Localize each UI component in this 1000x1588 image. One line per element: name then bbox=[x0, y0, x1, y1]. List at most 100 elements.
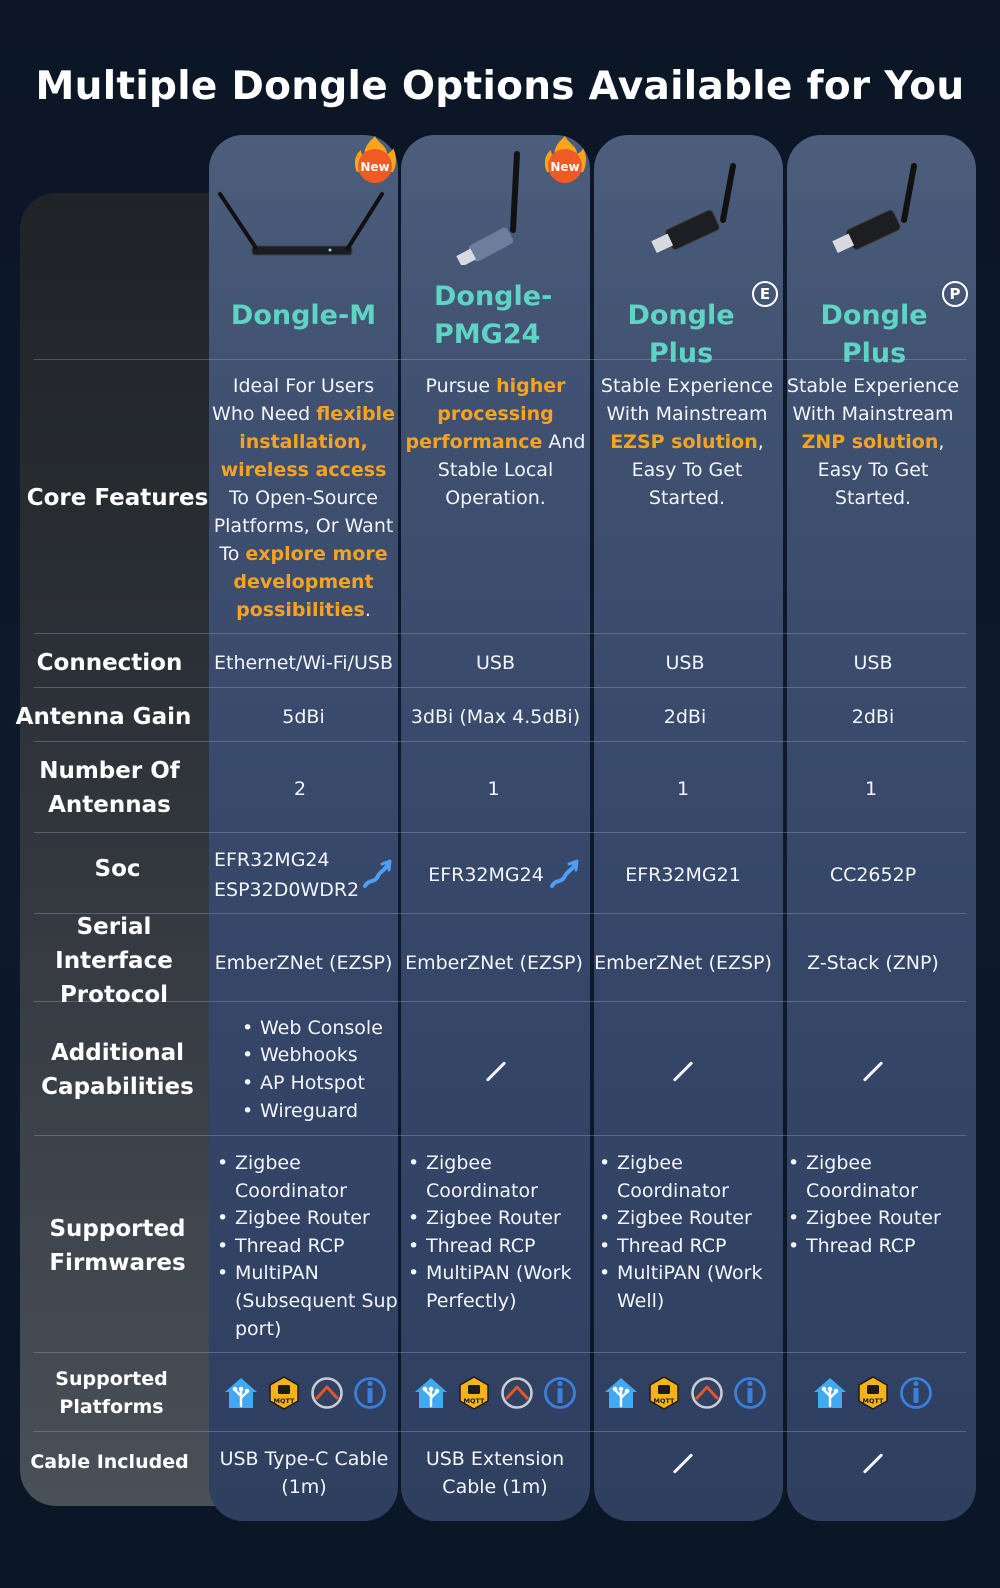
feature-text: Stable Experience With Mainstream bbox=[600, 375, 774, 425]
page-title: Multiple Dongle Options Available for Yo… bbox=[35, 64, 965, 109]
row-label-panel bbox=[20, 193, 220, 1506]
serial-protocol-cell: EmberZNet (EZSP) bbox=[214, 952, 393, 974]
list-item: MultiPAN (Work Perfectly) bbox=[406, 1260, 586, 1315]
soc-cell: CC2652P bbox=[829, 864, 917, 886]
firmwares-cell: Zigbee CoordinatorZigbee RouterThread RC… bbox=[406, 1150, 586, 1345]
not-applicable-cell bbox=[594, 1440, 772, 1486]
list-item: MultiPAN (Subsequent Sup port) bbox=[215, 1260, 398, 1343]
home-assistant-icon bbox=[813, 1376, 847, 1410]
list-item: Wireguard bbox=[240, 1098, 383, 1126]
platforms-cell: MQTT bbox=[402, 1372, 588, 1414]
antenna-gain-cell: 2dBi bbox=[663, 706, 707, 728]
fire-icon: New bbox=[544, 136, 586, 183]
connection-cell: USB bbox=[853, 652, 893, 674]
list-item: Zigbee Coordinator bbox=[786, 1150, 958, 1205]
list-item: Zigbee Router bbox=[215, 1205, 398, 1233]
platforms-cell: MQTT bbox=[787, 1372, 959, 1414]
highlight-text: explore more development possibilities bbox=[233, 543, 388, 621]
feature-text: And Stable Local Operation. bbox=[437, 431, 586, 509]
divider bbox=[34, 1431, 966, 1432]
divider bbox=[34, 633, 966, 634]
dongle-m-product-image bbox=[218, 192, 384, 256]
list-item: AP Hotspot bbox=[240, 1070, 383, 1098]
svg-text:MQTT: MQTT bbox=[653, 1397, 675, 1405]
platforms-cell: MQTT bbox=[594, 1372, 776, 1414]
list-item: Zigbee Router bbox=[597, 1205, 773, 1233]
openhab-icon bbox=[690, 1376, 724, 1410]
iobroker-icon bbox=[733, 1376, 767, 1410]
product-name-dongle-plus-e: Dongle Plus bbox=[627, 300, 735, 369]
firmwares-cell: Zigbee CoordinatorZigbee RouterThread RC… bbox=[597, 1150, 773, 1345]
connection-cell: USB bbox=[475, 652, 515, 674]
not-applicable-cell bbox=[401, 1048, 590, 1094]
serial-protocol-cell: Z-Stack (ZNP) bbox=[807, 952, 939, 974]
feature-text: , Easy To Get Started. bbox=[631, 431, 764, 509]
home-assistant-icon bbox=[604, 1376, 638, 1410]
divider bbox=[34, 1135, 966, 1136]
product-name-dongle-m: Dongle-M bbox=[230, 300, 377, 331]
list-item: Thread RCP bbox=[215, 1233, 398, 1261]
soc-chip-1: EFR32MG24 bbox=[214, 849, 330, 871]
row-label-supported-platforms: Supported Platforms bbox=[55, 1368, 168, 1418]
dongle-pmg24-product-image bbox=[456, 151, 520, 265]
highlight-text: EZSP solution bbox=[610, 431, 758, 453]
mqtt-icon: MQTT bbox=[267, 1376, 301, 1410]
core-features-cell: Pursue higher processing performance And… bbox=[403, 372, 588, 522]
product-name-dongle-pmg24: Dongle- PMG24 bbox=[434, 281, 553, 350]
highlight-text: ZNP solution bbox=[801, 431, 939, 453]
core-features-cell: Stable Experience With Mainstream ZNP so… bbox=[786, 372, 960, 522]
iobroker-icon bbox=[353, 1376, 387, 1410]
feature-text: Stable Experience With Mainstream bbox=[786, 375, 960, 425]
home-assistant-icon bbox=[414, 1376, 448, 1410]
antennas-cell: 1 bbox=[676, 778, 690, 800]
iobroker-icon bbox=[899, 1376, 933, 1410]
list-item: Zigbee Router bbox=[786, 1205, 958, 1233]
antenna-gain-cell: 5dBi bbox=[282, 706, 325, 728]
row-label-soc: Soc bbox=[94, 856, 141, 882]
divider bbox=[34, 687, 966, 688]
not-applicable-cell bbox=[787, 1440, 959, 1486]
list-item: Thread RCP bbox=[597, 1233, 773, 1261]
not-applicable-mark bbox=[862, 1060, 884, 1082]
row-label-additional-capabilities: Additional Capabilities bbox=[41, 1040, 194, 1100]
antenna-gain-cell: 3dBi (Max 4.5dBi) bbox=[410, 706, 581, 728]
list-item: Zigbee Coordinator bbox=[406, 1150, 586, 1205]
variant-e-badge: E bbox=[752, 281, 778, 307]
mqtt-icon: MQTT bbox=[647, 1376, 681, 1410]
soc-cell: EFR32MG24 bbox=[428, 864, 544, 886]
upgrade-arrow-icon bbox=[550, 859, 579, 888]
svg-text:MQTT: MQTT bbox=[862, 1397, 884, 1405]
antennas-cell: 2 bbox=[293, 778, 307, 800]
feature-text: Ideal For Users Who Need bbox=[212, 375, 375, 425]
dongle-plus-p-product-image bbox=[832, 163, 917, 254]
additional-capabilities-cell: Web ConsoleWebhooksAP HotspotWireguard bbox=[240, 1014, 396, 1126]
feature-text: Pursue bbox=[425, 375, 497, 397]
list-item: Webhooks bbox=[240, 1042, 383, 1070]
list-item: Zigbee Coordinator bbox=[215, 1150, 398, 1205]
list-item: Thread RCP bbox=[786, 1233, 958, 1261]
not-applicable-mark bbox=[862, 1452, 884, 1474]
divider bbox=[34, 1001, 966, 1002]
list-item: Zigbee Router bbox=[406, 1205, 586, 1233]
platforms-cell: MQTT bbox=[212, 1372, 398, 1414]
highlight-text: higher processing performance bbox=[405, 375, 566, 453]
row-label-number-of-antennas: Number Of Antennas bbox=[39, 758, 180, 818]
cable-cell: USB Type-C Cable (1m) bbox=[219, 1448, 389, 1498]
firmwares-cell: Zigbee CoordinatorZigbee RouterThread RC… bbox=[786, 1150, 958, 1345]
new-badge: New bbox=[543, 134, 587, 183]
list-item: MultiPAN (Work Well) bbox=[597, 1260, 773, 1315]
divider bbox=[34, 1352, 966, 1353]
svg-text:New: New bbox=[550, 160, 579, 174]
feature-text: . bbox=[364, 599, 371, 621]
row-label-core-features: Core Features bbox=[26, 485, 209, 511]
list-item: Thread RCP bbox=[406, 1233, 586, 1261]
highlight-text: flexible installation, wireless access bbox=[220, 403, 395, 481]
serial-protocol-cell: EmberZNet (EZSP) bbox=[594, 952, 772, 974]
fire-icon: New bbox=[354, 136, 396, 183]
svg-text:New: New bbox=[360, 160, 389, 174]
openhab-icon bbox=[310, 1376, 344, 1410]
not-applicable-mark bbox=[672, 1060, 694, 1082]
core-features-cell: Ideal For Users Who Need flexible instal… bbox=[211, 372, 396, 626]
row-label-serial-interface-protocol: Serial Interface Protocol bbox=[55, 914, 173, 1008]
dongle-plus-e-product-image bbox=[651, 163, 736, 254]
